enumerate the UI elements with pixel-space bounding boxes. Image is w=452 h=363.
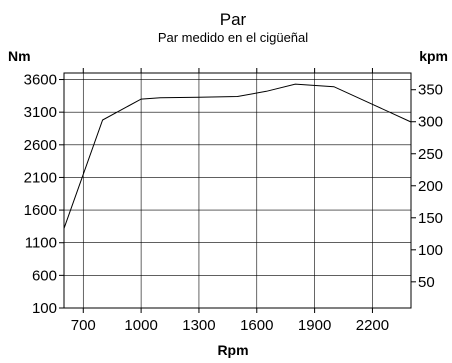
left-axis-unit: Nm bbox=[8, 48, 31, 64]
y-right-tick-label: 250 bbox=[418, 146, 443, 163]
y-right-tick-label: 300 bbox=[418, 114, 443, 131]
series-layer bbox=[63, 83, 412, 229]
y-left-tick-label: 3100 bbox=[24, 104, 57, 121]
x-tick-label: 1000 bbox=[124, 317, 157, 334]
y-left-tick-label: 1600 bbox=[24, 202, 57, 219]
axis-ticks: 700 1000 1300 1600 1900 2200 100 600 1100 1600 210… bbox=[24, 68, 443, 334]
y-right-tick-label: 200 bbox=[418, 178, 443, 195]
grid bbox=[64, 73, 411, 309]
series-line-0 bbox=[63, 83, 412, 229]
y-left-tick-label: 3600 bbox=[24, 72, 57, 89]
x-tick-label: 1900 bbox=[298, 317, 331, 334]
y-left-tick-label: 1100 bbox=[25, 235, 57, 252]
y-right-tick-label: 50 bbox=[418, 274, 435, 291]
right-axis-unit: kpm bbox=[419, 48, 448, 64]
y-right-tick-label: 150 bbox=[418, 210, 443, 227]
y-right-tick-label: 100 bbox=[418, 242, 443, 259]
x-axis-label: Rpm bbox=[217, 342, 248, 358]
y-left-tick-label: 100 bbox=[32, 300, 57, 317]
y-left-tick-label: 2100 bbox=[24, 169, 57, 186]
y-right-tick-label: 350 bbox=[418, 82, 443, 99]
x-tick-label: 1300 bbox=[182, 317, 215, 334]
x-tick-label: 2200 bbox=[356, 317, 389, 334]
chart-title: Par bbox=[220, 10, 247, 29]
x-tick-label: 1600 bbox=[240, 317, 273, 334]
y-left-tick-label: 2600 bbox=[24, 137, 57, 154]
x-tick-label: 700 bbox=[71, 317, 96, 334]
y-left-tick-label: 600 bbox=[32, 267, 57, 284]
plot-frame bbox=[63, 72, 412, 309]
chart-subtitle: Par medido en el cigüeñal bbox=[158, 30, 308, 45]
